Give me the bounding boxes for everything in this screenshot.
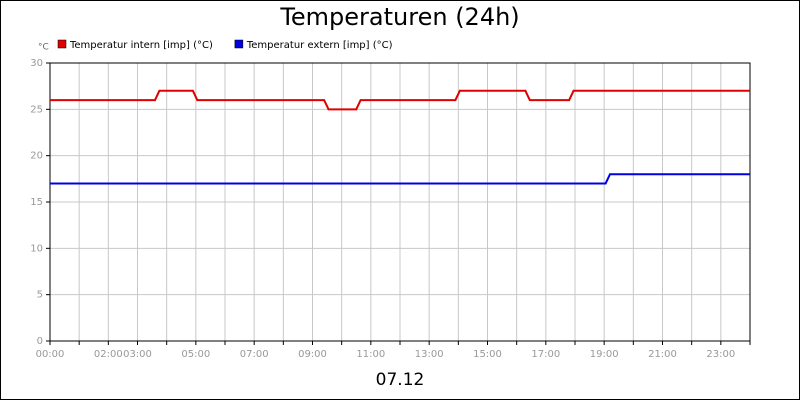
x-tick-label: 13:00 [415, 349, 444, 360]
legend-label: Temperatur extern [imp] (°C) [246, 40, 393, 51]
x-tick-label: 23:00 [706, 349, 735, 360]
series-line [50, 173, 750, 185]
x-tick-label: 17:00 [531, 349, 560, 360]
y-tick-label: 0 [37, 336, 43, 347]
plot-border [49, 62, 751, 342]
legend-swatch [234, 39, 244, 49]
x-tick-label: 05:00 [181, 349, 210, 360]
x-label: 07.12 [376, 370, 425, 390]
x-tick-label: 19:00 [590, 349, 619, 360]
x-tick-label: 00:00 [36, 349, 65, 360]
x-tick-label: 11:00 [356, 349, 385, 360]
y-tick-label: 10 [30, 243, 43, 254]
legend-label: Temperatur intern [imp] (°C) [69, 40, 213, 51]
y-tick-label: 5 [37, 290, 43, 301]
y-tick-label: 15 [30, 197, 43, 208]
x-tick-label: 07:00 [240, 349, 269, 360]
y-tick-label: 20 [30, 151, 43, 162]
x-tick-label: 09:00 [298, 349, 327, 360]
legend-swatch [57, 39, 67, 49]
x-tick-label: 15:00 [473, 349, 502, 360]
y-unit: °C [38, 43, 49, 53]
series-line [50, 89, 750, 111]
chart-title: Temperaturen (24h) [279, 3, 519, 31]
y-tick-label: 25 [30, 104, 43, 115]
x-tick-label: 03:00 [123, 349, 152, 360]
x-tick-label: 02:00 [94, 349, 123, 360]
y-tick-label: 30 [30, 58, 43, 69]
x-tick-label: 21:00 [648, 349, 677, 360]
